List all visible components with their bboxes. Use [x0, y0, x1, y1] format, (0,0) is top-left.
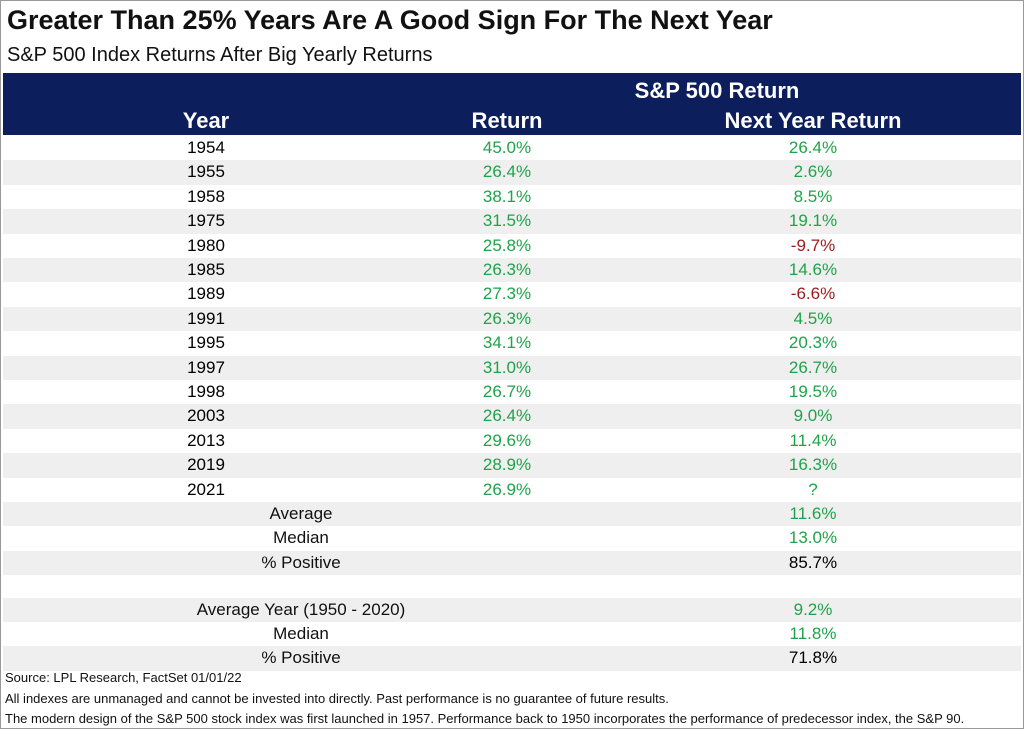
return-cell: 26.3%: [482, 308, 532, 328]
summary-label: % Positive: [261, 552, 341, 572]
return-cell: 25.8%: [482, 235, 532, 255]
summary-label: % Positive: [261, 648, 341, 668]
column-header: Return: [471, 108, 543, 133]
year-cell: 2003: [187, 406, 225, 426]
return-cell: 38.1%: [482, 186, 532, 206]
table-row: 1975 31.5% 19.1%: [3, 209, 1021, 234]
return-cell: 26.3%: [482, 260, 532, 279]
table-row: 1989 27.3% -6.6%: [3, 282, 1021, 307]
table-row: 2021 26.9%?: [3, 477, 1021, 502]
return-cell: 14.6%: [788, 260, 838, 279]
return-cell: ?: [808, 479, 818, 499]
table-row: 1991 26.3% 4.5%: [3, 306, 1021, 332]
return-cell: -6.6%: [790, 284, 836, 304]
year-cell: 1991: [187, 308, 225, 328]
return-cell: 31.5%: [482, 211, 532, 231]
column-header: Next Year Return: [724, 108, 902, 133]
subtitle: S&P 500 Index Returns After Big Yearly R…: [7, 44, 433, 66]
summary-value: 11.6%: [789, 504, 837, 523]
year-cell: 1998: [187, 382, 225, 401]
year-cell: 1997: [187, 357, 225, 377]
year-cell: 1980: [187, 235, 225, 255]
return-cell: 28.9%: [482, 455, 532, 475]
table-row: 1980 25.8% -9.7%: [3, 233, 1021, 258]
year-cell: 1989: [187, 284, 225, 304]
year-cell: 1954: [187, 138, 225, 157]
summary-value: 85.7%: [788, 552, 838, 572]
summary-value: 13.0%: [788, 528, 838, 548]
return-cell: 31.0%: [482, 357, 532, 377]
return-cell: 9.0%: [793, 406, 833, 426]
title: Greater Than 25% Years Are A Good Sign F…: [7, 5, 773, 35]
table-row: 2003 26.4% 9.0%: [3, 404, 1021, 429]
summary-label: Median: [273, 624, 329, 643]
year-cell: 2021: [187, 479, 225, 499]
table-row: Median 11.8%: [3, 622, 1021, 647]
table-row: 1997 31.0% 26.7%: [3, 355, 1021, 380]
table-row: 1954 45.0% 26.4%: [3, 136, 1021, 161]
return-cell: 19.5%: [788, 382, 838, 401]
table-row: % Positive 85.7%: [3, 550, 1021, 576]
summary-label: Median: [273, 528, 329, 548]
return-cell: 27.3%: [482, 284, 532, 304]
return-cell: 20.3%: [788, 333, 838, 353]
table-row: Average 11.6%: [3, 502, 1021, 527]
footnote: Source: LPL Research, FactSet 01/01/22: [5, 670, 242, 685]
return-cell: 11.4%: [789, 430, 837, 450]
table-row: 1955 26.4% 2.6%: [3, 160, 1021, 185]
return-cell: 2.6%: [793, 162, 833, 182]
table-row: 2019 28.9% 16.3%: [3, 453, 1021, 478]
table-row: Median 13.0%: [3, 526, 1021, 551]
return-cell: 26.7%: [482, 382, 532, 401]
year-cell: 1955: [187, 162, 225, 182]
table-row: 2013 29.6% 11.4%: [3, 428, 1021, 454]
summary-value: 11.8%: [789, 624, 837, 643]
return-cell: 26.4%: [482, 162, 532, 182]
return-cell: 34.1%: [482, 333, 532, 353]
table-row: % Positive 71.8%: [3, 646, 1021, 671]
table-row: Average Year (1950 - 2020) 9.2%: [3, 597, 1021, 622]
return-cell: 26.4%: [788, 138, 838, 157]
table-row: 1998 26.7% 19.5%: [3, 380, 1021, 405]
column-header: Year: [182, 108, 230, 133]
summary-value: 9.2%: [793, 599, 833, 619]
return-cell: 4.5%: [793, 308, 833, 328]
table-row: 1995 34.1% 20.3%: [3, 331, 1021, 356]
year-cell: 2019: [187, 455, 225, 475]
year-cell: 1958: [187, 186, 225, 206]
return-cell: 8.5%: [793, 186, 833, 206]
summary-value: 71.8%: [788, 648, 838, 668]
footnote: The modern design of the S&P 500 stock i…: [5, 711, 965, 726]
table-header: S&P 500 Return Year Return Next Year Ret…: [3, 73, 1021, 135]
summary-label: Average: [269, 504, 333, 523]
group-header: S&P 500 Return: [634, 78, 800, 103]
return-cell: -9.7%: [790, 235, 836, 255]
return-cell: 26.9%: [482, 479, 532, 499]
year-cell: 1975: [187, 211, 225, 231]
table-row: [3, 575, 1021, 600]
year-cell: 1985: [187, 260, 225, 279]
year-cell: 2013: [187, 430, 225, 450]
table-row: 1985 26.3% 14.6%: [3, 258, 1021, 283]
return-cell: 29.6%: [482, 430, 532, 450]
return-cell: 16.3%: [788, 455, 838, 475]
table-row: 1958 38.1% 8.5%: [3, 184, 1021, 210]
summary-label: Average Year (1950 - 2020): [196, 599, 406, 619]
footnote: All indexes are unmanaged and cannot be …: [5, 690, 669, 706]
return-cell: 26.7%: [788, 357, 838, 377]
year-cell: 1995: [187, 333, 225, 353]
return-cell: 26.4%: [482, 406, 532, 426]
return-cell: 19.1%: [788, 211, 838, 231]
return-cell: 45.0%: [482, 138, 532, 157]
